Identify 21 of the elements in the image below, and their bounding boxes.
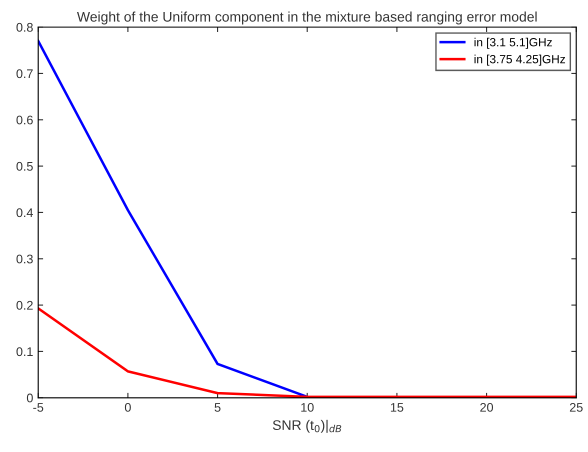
x-tick-label: 5 bbox=[214, 403, 221, 412]
y-tick-label: 0.5 bbox=[16, 162, 33, 171]
x-tick-label: 25 bbox=[570, 402, 583, 412]
y-tick-label: 0.8 bbox=[16, 22, 33, 32]
y-tick-label: 0.7 bbox=[16, 69, 33, 78]
legend-label: in [3.75 4.25]GHz bbox=[474, 54, 566, 66]
y-tick-label: 0 bbox=[26, 394, 33, 402]
y-tick-label: 0.2 bbox=[16, 300, 33, 310]
y-tick-label: 0.4 bbox=[16, 208, 33, 218]
line-series bbox=[38, 40, 308, 398]
x-tick-label: 20 bbox=[480, 402, 494, 412]
x-tick-label: 15 bbox=[390, 403, 404, 412]
y-tick-label: 0.1 bbox=[16, 347, 33, 356]
x-axis-title: SNR (t$_{0}$)|$_{dB}$ bbox=[272, 420, 342, 433]
legend-label: in [3.1 5.1]GHz bbox=[474, 38, 552, 49]
y-tick-label: 0.3 bbox=[16, 254, 33, 264]
x-tick-label: 0 bbox=[124, 402, 131, 412]
x-tick-label: -5 bbox=[33, 403, 44, 412]
x-tick-label: 10 bbox=[301, 402, 314, 412]
chart-title: Weight of the Uniform component in the mixture based ranging error model bbox=[76, 12, 537, 24]
y-tick-label: 0.6 bbox=[16, 116, 33, 124]
